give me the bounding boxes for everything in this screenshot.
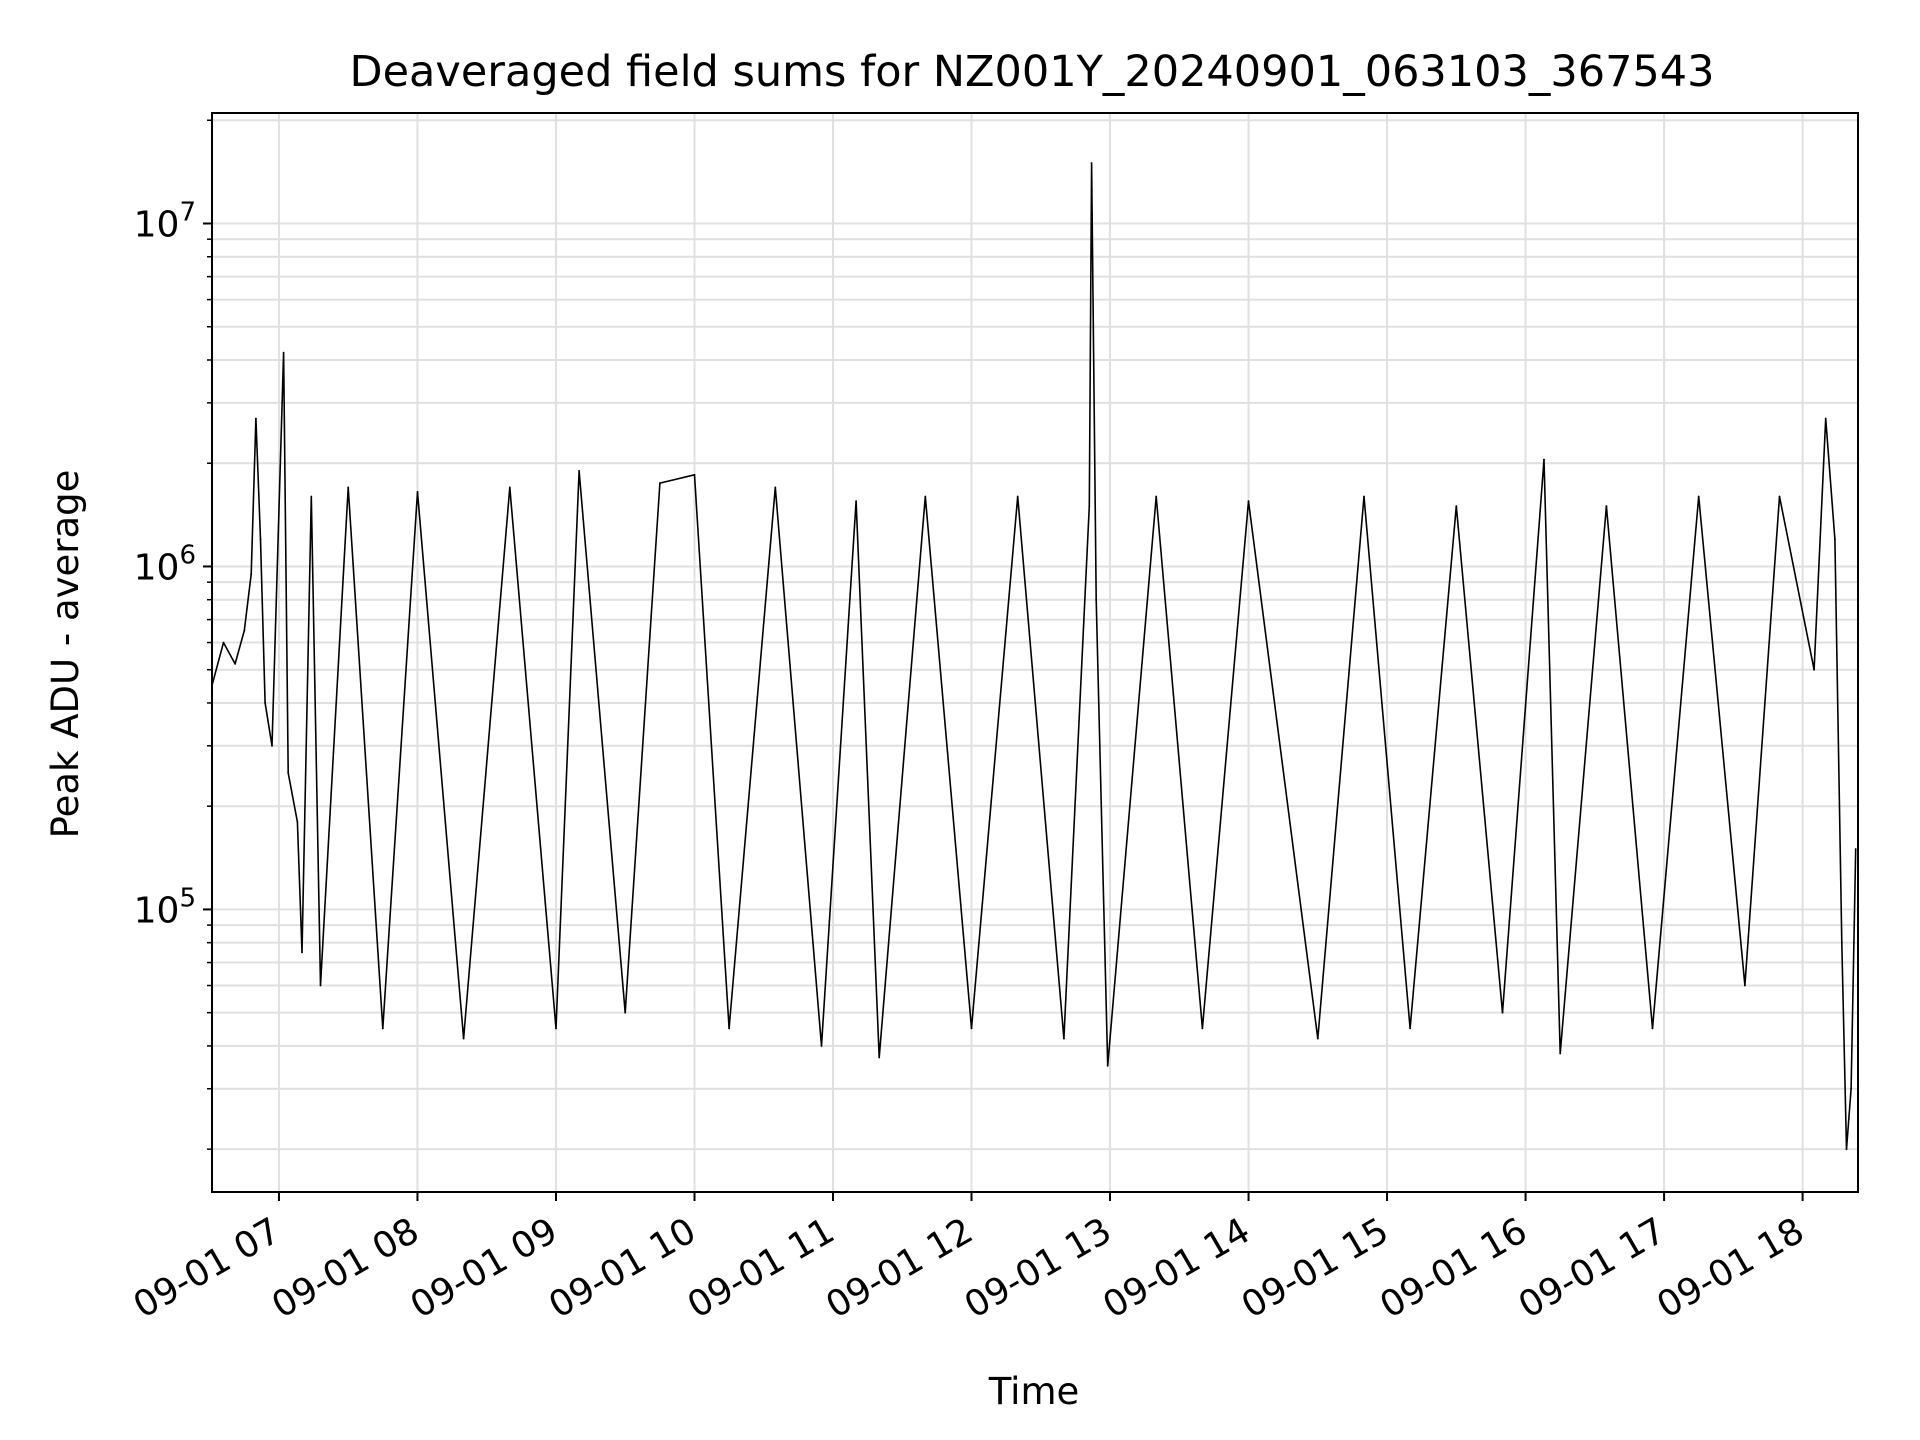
data-point (1247, 500, 1250, 503)
data-point (774, 486, 777, 489)
data-point (1854, 848, 1857, 850)
data-point (1088, 505, 1091, 507)
data-point (416, 491, 419, 493)
data-point (820, 1045, 823, 1047)
data-point (1063, 1037, 1065, 1040)
x-axis-label: Time (988, 1370, 1080, 1413)
series-layer (211, 162, 1857, 1151)
data-point (250, 573, 253, 575)
data-point (1201, 1027, 1204, 1030)
data-point (1455, 505, 1458, 507)
data-point (259, 538, 262, 541)
data-point (222, 641, 225, 644)
data-point (878, 1056, 881, 1059)
y-axis: 105 106 107 (134, 119, 212, 1150)
data-point (1840, 941, 1843, 944)
data-point (264, 702, 266, 704)
data-point (578, 470, 580, 472)
data-point (243, 629, 246, 632)
data-point (1850, 1087, 1852, 1090)
data-point (287, 772, 290, 774)
series-line (211, 162, 1857, 1150)
data-point (1316, 1037, 1319, 1040)
data-point (1824, 417, 1827, 420)
data-point (1559, 1052, 1562, 1055)
data-point (624, 1011, 627, 1014)
data-point (555, 1027, 557, 1030)
data-point (508, 486, 511, 489)
data-point (728, 1027, 730, 1030)
data-point (255, 417, 257, 420)
data-point (271, 744, 273, 747)
data-point (1106, 1064, 1109, 1067)
data-point (1813, 668, 1815, 671)
data-point (1778, 495, 1781, 498)
data-point (1834, 538, 1836, 541)
data-point (1605, 505, 1608, 507)
data-point (1651, 1027, 1654, 1030)
data-point (310, 495, 313, 498)
data-point (1543, 458, 1545, 461)
data-point (693, 473, 696, 476)
data-point (855, 500, 857, 503)
data-point (1697, 495, 1700, 498)
data-point (1409, 1027, 1411, 1030)
data-point (1845, 1148, 1848, 1151)
chart-title: Deaveraged field sums for NZ001Y_2024090… (349, 47, 1714, 97)
data-point (1744, 984, 1746, 987)
data-point (319, 984, 322, 987)
data-point (234, 663, 237, 665)
data-point (1155, 495, 1158, 498)
plot-frame (211, 112, 1859, 1193)
data-point (1016, 495, 1019, 498)
data-point (301, 951, 303, 954)
data-point (1501, 1011, 1504, 1014)
data-point (347, 486, 350, 489)
y-tick-label: 105 (134, 883, 196, 931)
data-point (282, 351, 285, 354)
data-point (462, 1037, 465, 1040)
data-point (296, 821, 299, 823)
data-point (924, 495, 927, 498)
data-point (659, 482, 661, 484)
y-tick-label: 107 (134, 198, 196, 246)
data-point (381, 1027, 384, 1030)
data-point (970, 1027, 973, 1030)
data-point (1090, 162, 1093, 165)
data-point (1363, 495, 1365, 498)
y-tick-label: 106 (134, 540, 196, 588)
y-axis-label: Peak ADU - average (44, 470, 87, 839)
data-point (1095, 598, 1098, 601)
